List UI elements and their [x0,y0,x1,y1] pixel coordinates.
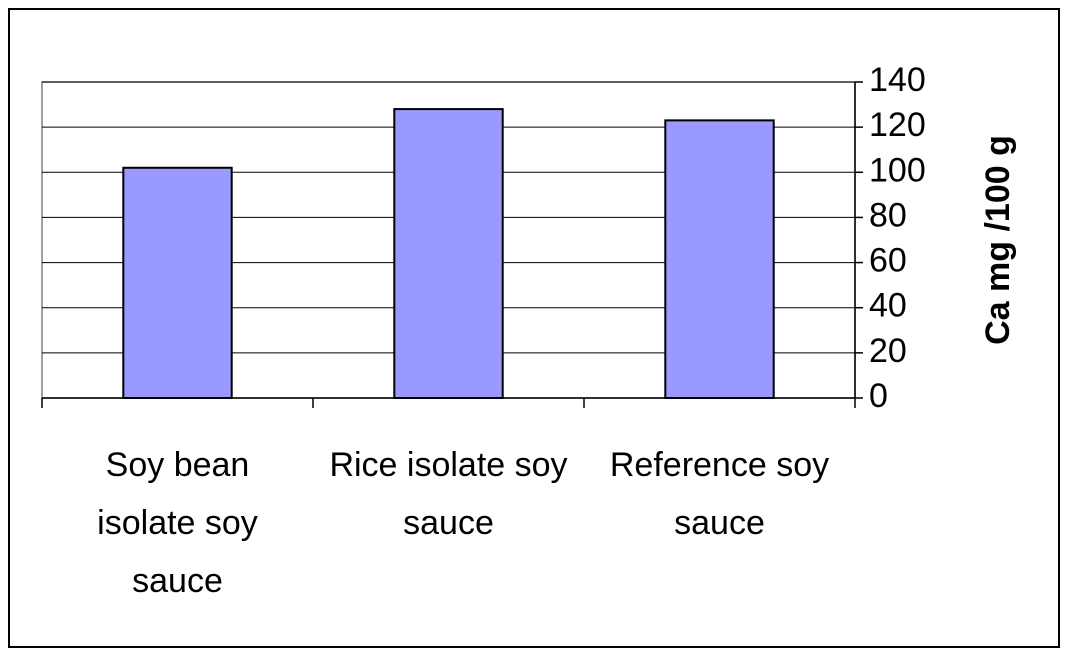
y-tick-label: 100 [869,151,926,189]
y-tick-label: 60 [869,242,907,280]
x-tick-label: Reference soy sauce [609,446,830,542]
bar [664,119,775,399]
chart-border [8,8,1060,648]
x-tick-label: Rice isolate soy sauce [329,446,568,542]
x-tick-label: Soy bean isolate soy sauce [97,446,258,600]
y-tick-label: 20 [869,332,907,370]
y-tick-label: 80 [869,196,907,234]
y-tick-label: 140 [869,61,926,99]
y-tick-label: 120 [869,106,926,144]
y-tick-label: 0 [869,377,888,415]
y-axis-title: Ca mg /100 g [979,135,1017,345]
bar [393,108,504,399]
bar [122,166,233,399]
y-tick-label: 40 [869,287,907,325]
